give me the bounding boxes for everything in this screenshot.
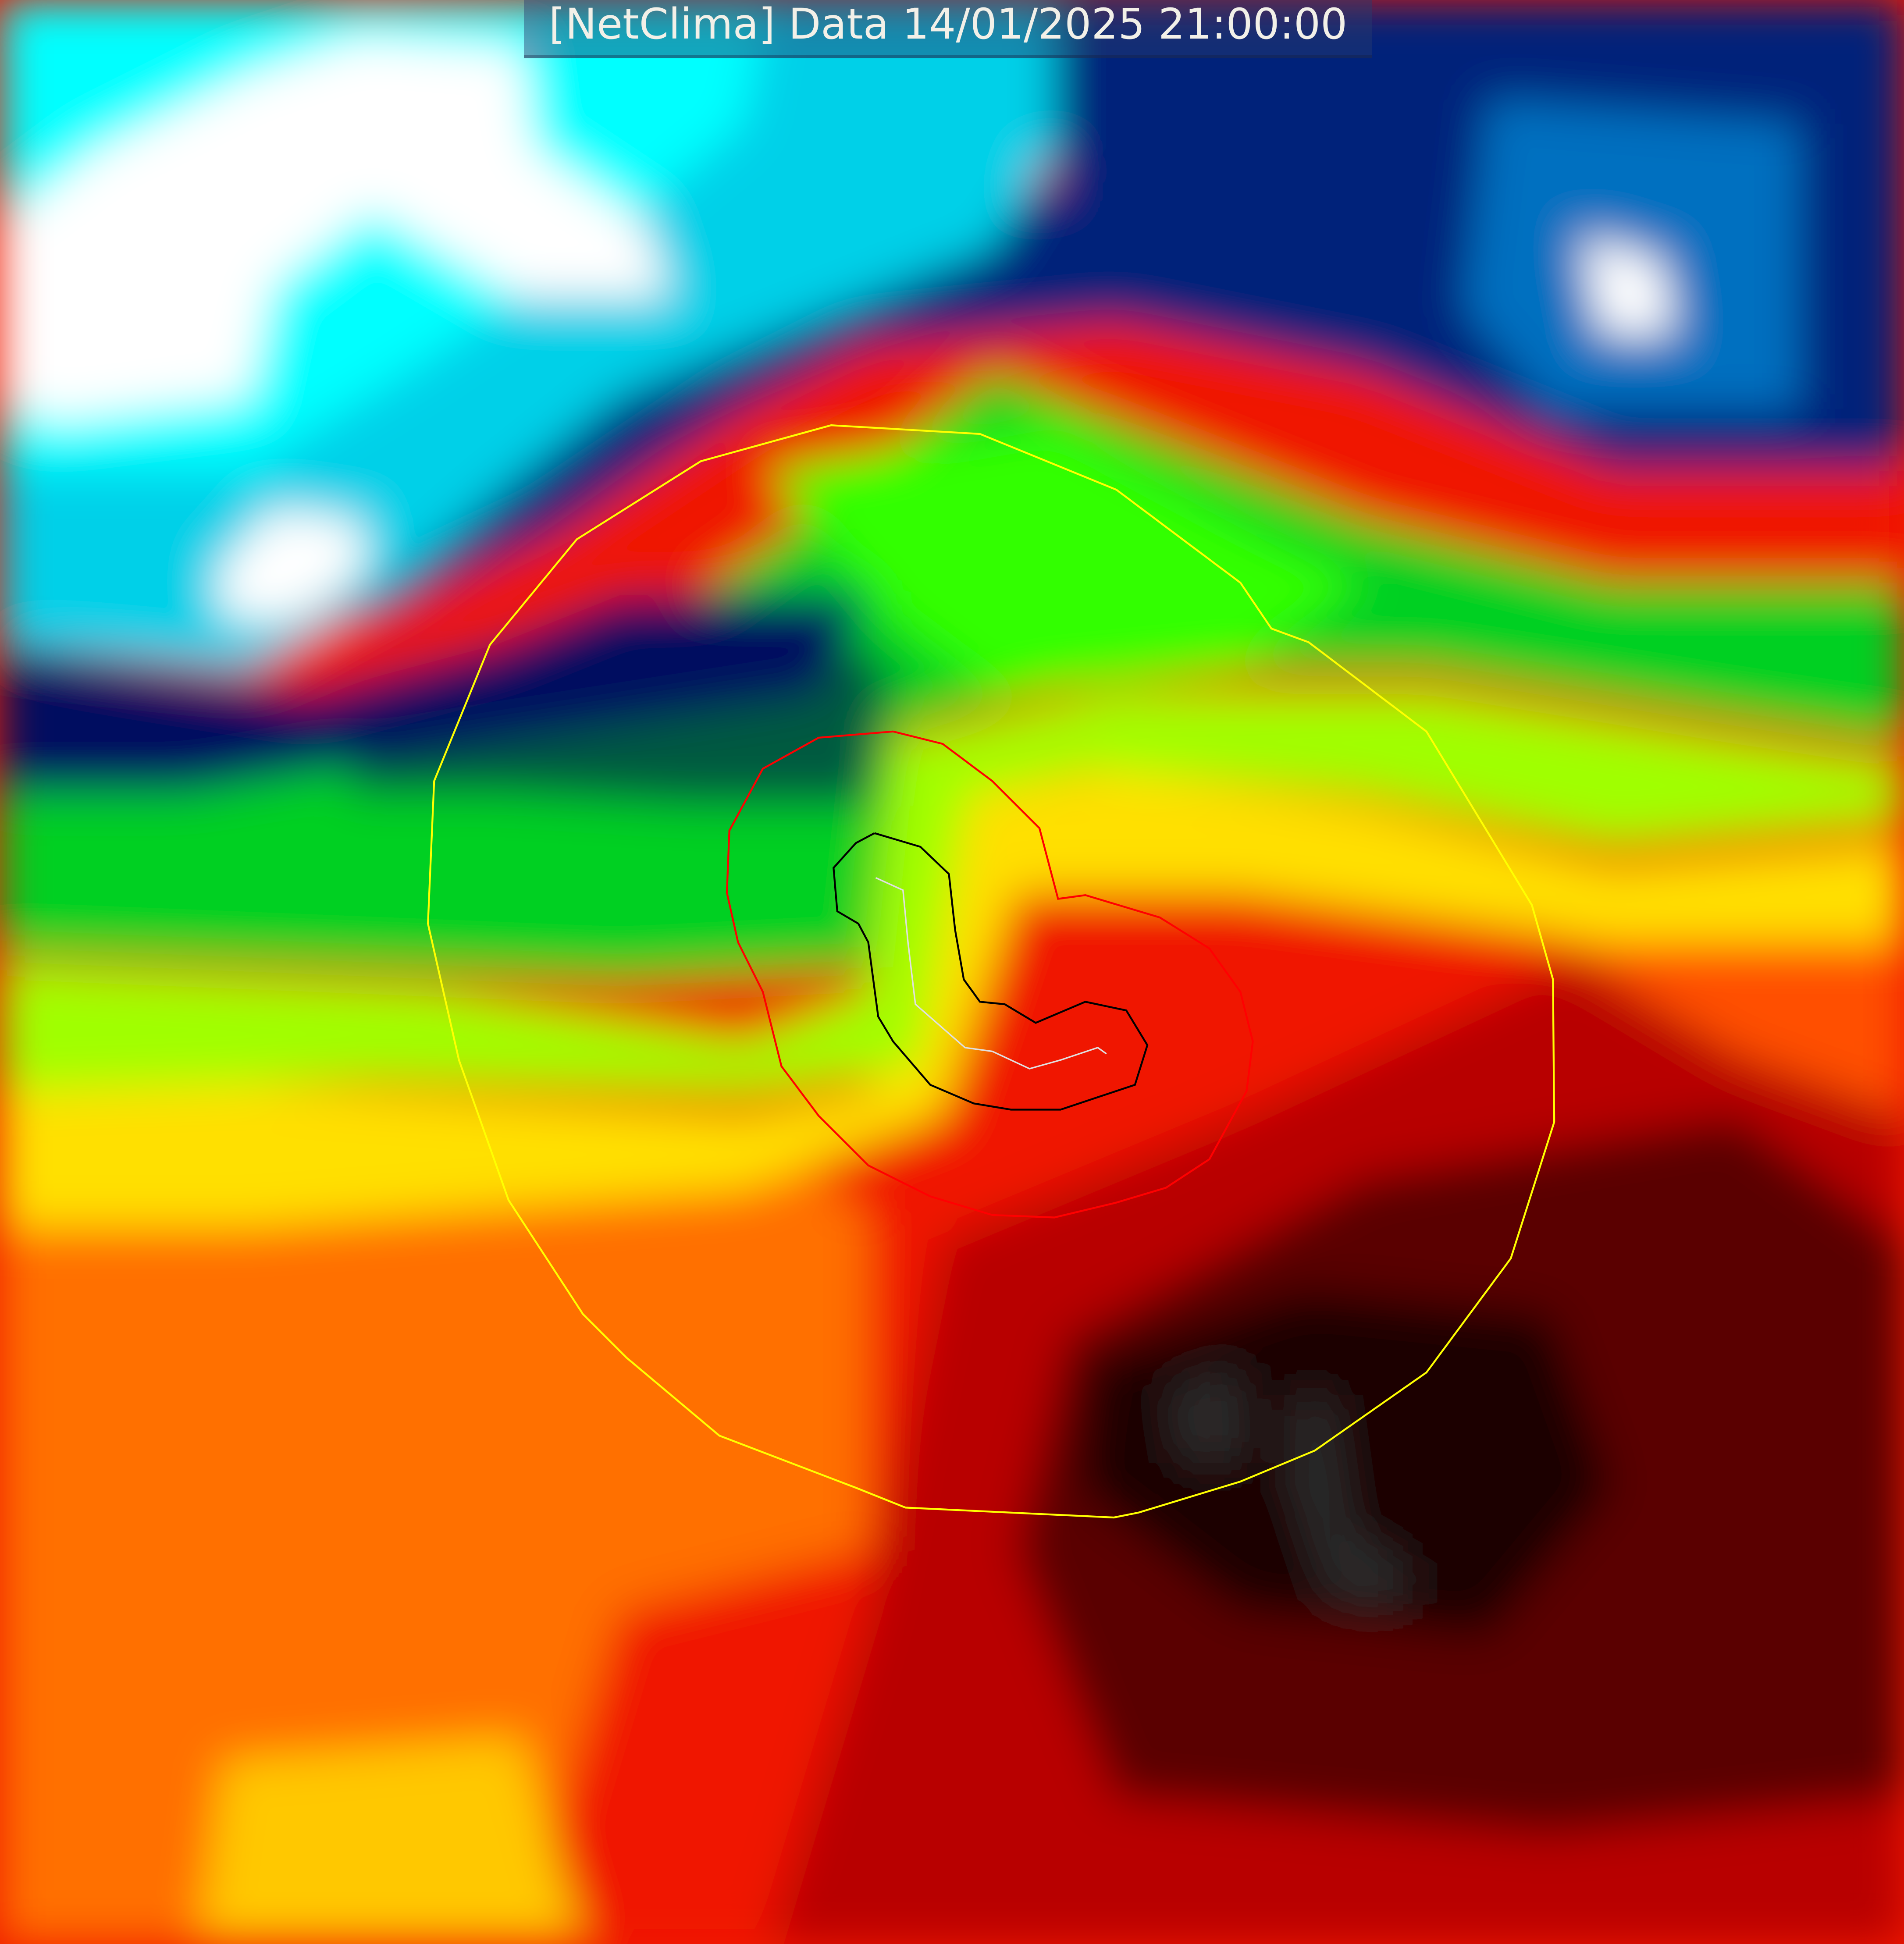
region-yellow-bottom-left bbox=[198, 1735, 583, 1944]
storm-track-line bbox=[875, 877, 1107, 1070]
outer-contour-yellow bbox=[427, 424, 1555, 1519]
map-title: [NetClima] Data 14/01/2025 21:00:00 bbox=[524, 0, 1372, 58]
region-white-right bbox=[1581, 235, 1675, 335]
region-white-small bbox=[217, 508, 366, 620]
region-yellow-green bbox=[0, 694, 1904, 1091]
region-yellow-band bbox=[0, 768, 1904, 1228]
region-gray-patch bbox=[1166, 1364, 1247, 1463]
region-orange-left bbox=[0, 1116, 868, 1944]
region-bright-green bbox=[769, 421, 1365, 694]
region-white bbox=[0, 37, 670, 422]
inner-contour-black bbox=[833, 832, 1149, 1111]
region-dark-navy bbox=[0, 595, 868, 794]
middle-contour-red bbox=[726, 730, 1254, 1219]
region-green bbox=[0, 372, 1904, 980]
contours bbox=[427, 424, 1555, 1519]
